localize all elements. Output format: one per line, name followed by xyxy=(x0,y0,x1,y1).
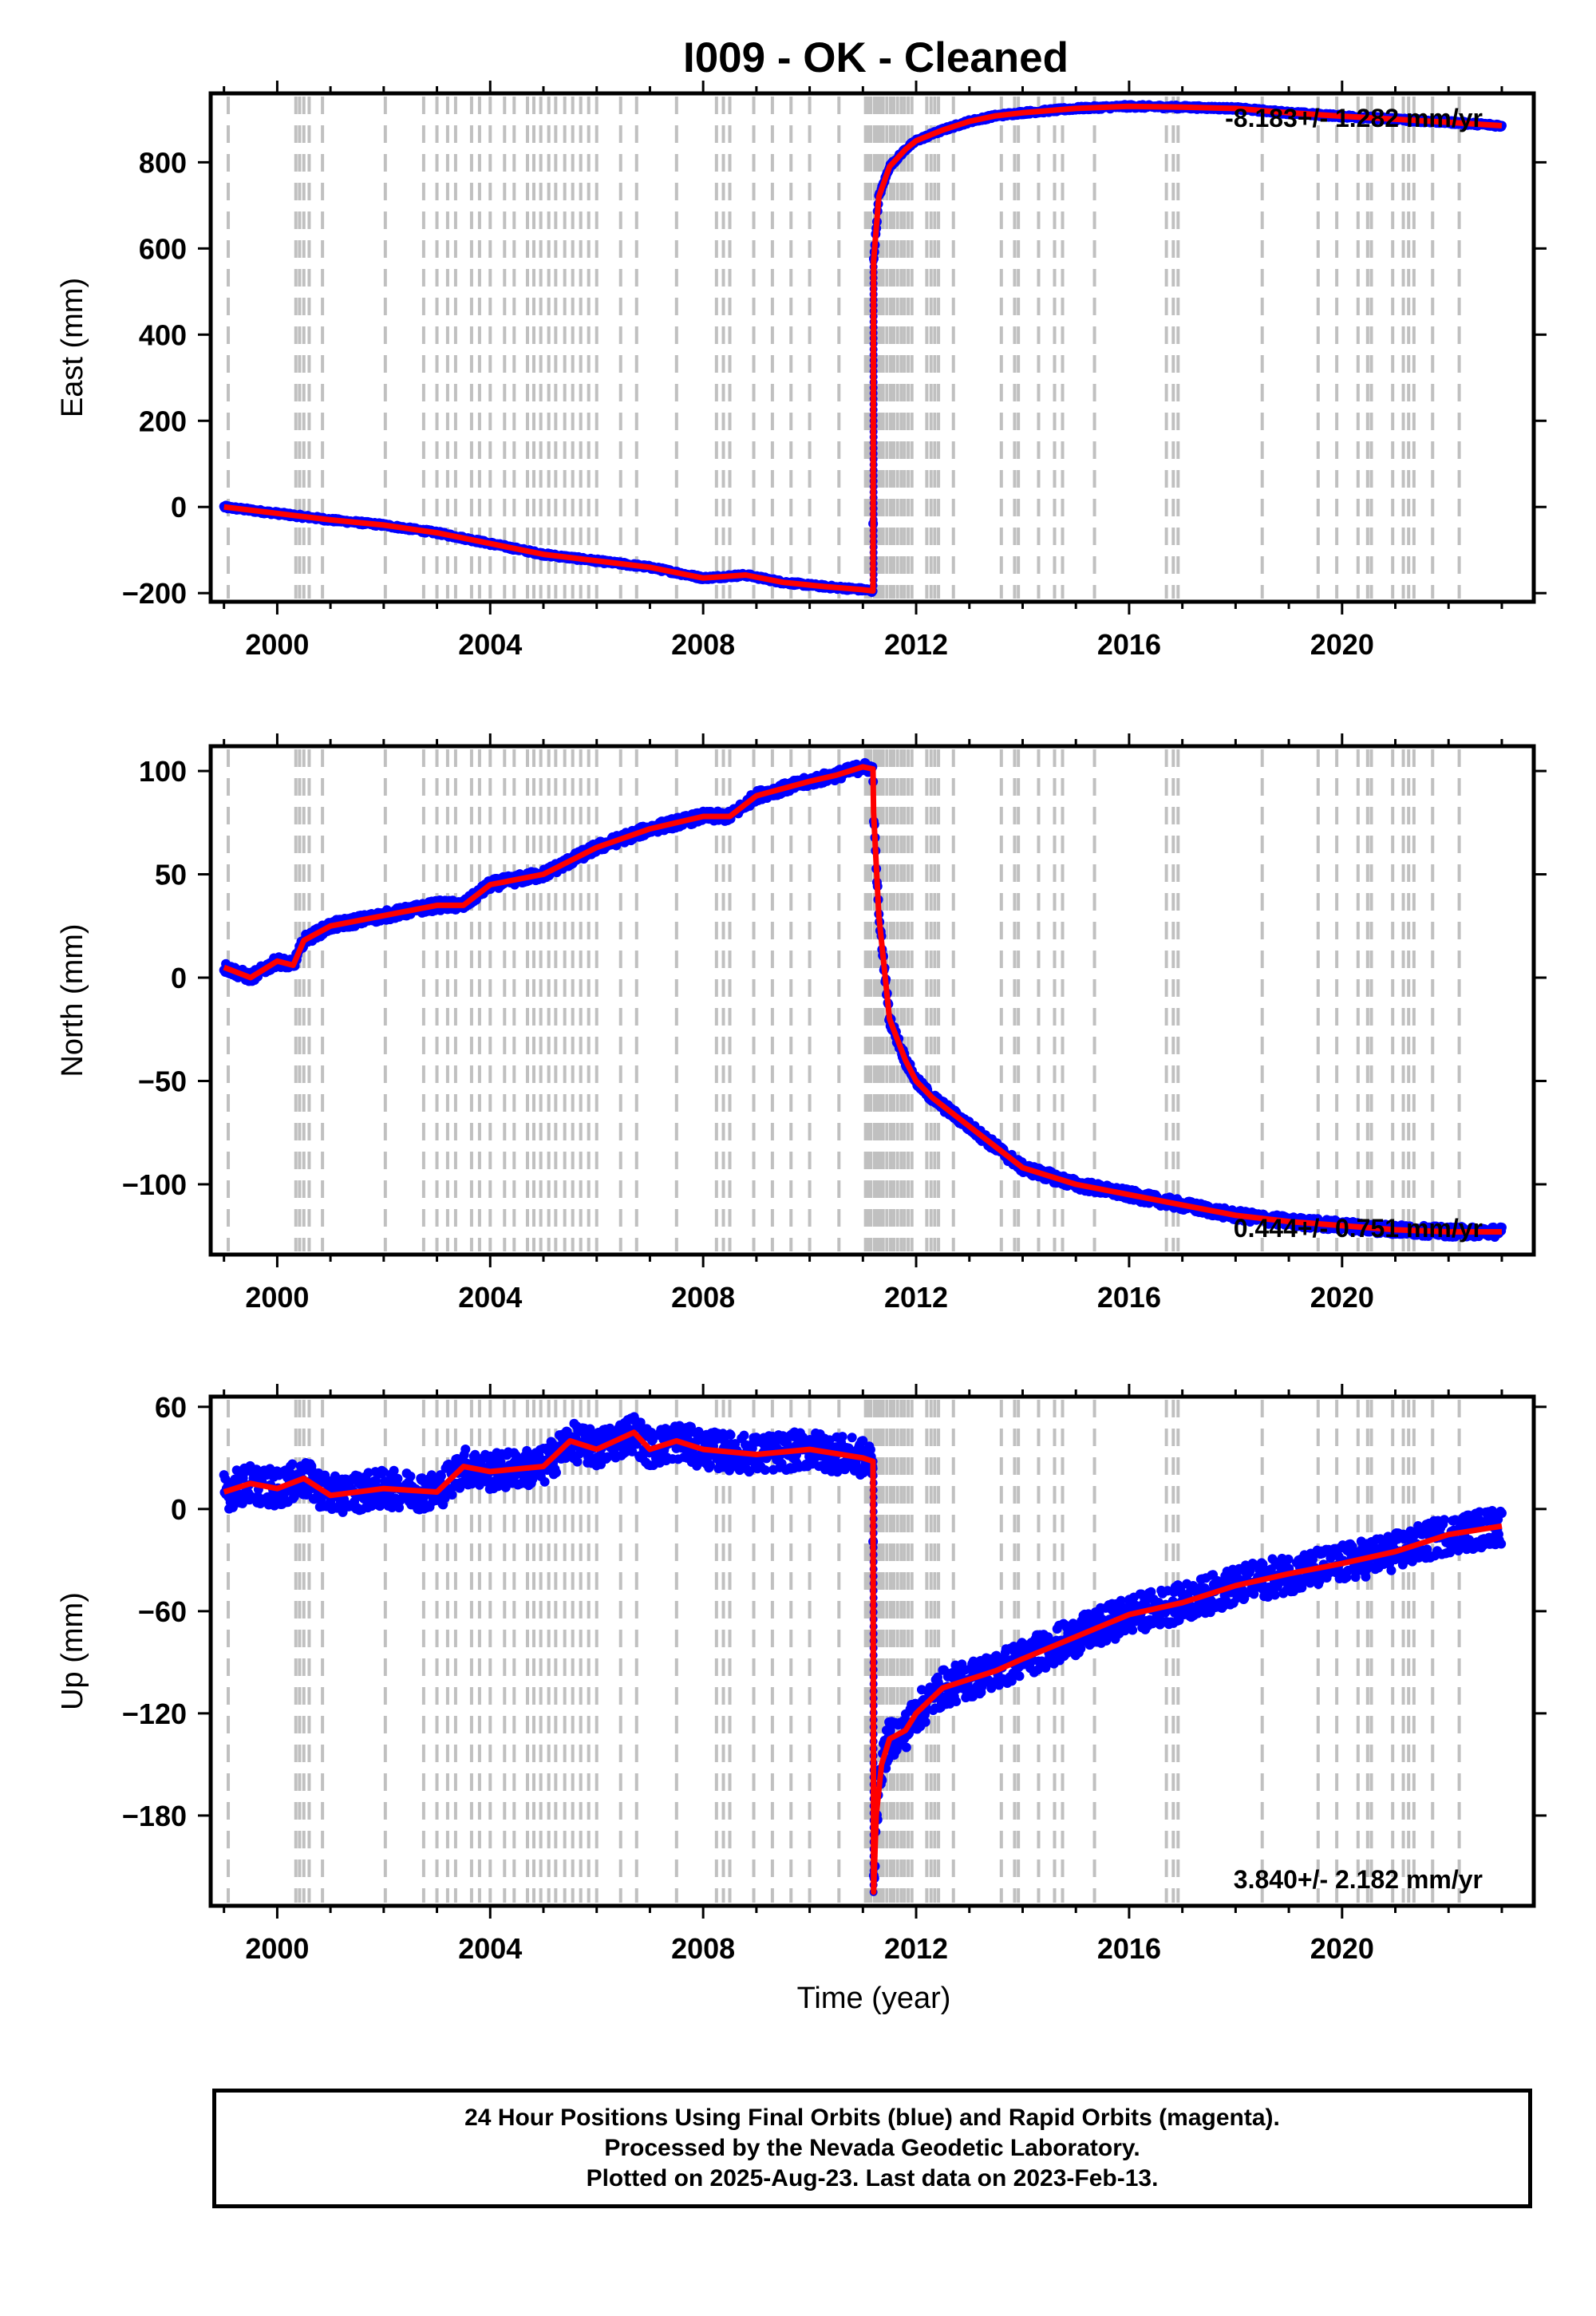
east-panel: 2000 2004 2008 2012 2016 2020 −200 0 200 400 600 80… xyxy=(56,81,1547,661)
x-tick-label: 2012 xyxy=(884,1281,948,1314)
north-y-axis: −100 −50 0 50 100 xyxy=(122,755,1547,1201)
x-tick-label: 2008 xyxy=(671,1281,735,1314)
y-tick-label: 100 xyxy=(139,755,187,788)
north-rate-label: 0.444+/- 0.751 mm/yr xyxy=(1234,1214,1483,1243)
x-tick-label: 2004 xyxy=(458,1281,522,1314)
y-tick-label: 800 xyxy=(139,146,187,179)
east-x-axis: 2000 2004 2008 2012 2016 2020 xyxy=(223,81,1503,661)
y-tick-label: 400 xyxy=(139,318,187,351)
observation-point xyxy=(539,1476,550,1487)
observation-point xyxy=(551,1468,562,1478)
x-tick-label: 2012 xyxy=(884,628,948,661)
observation-point xyxy=(405,1471,416,1481)
y-tick-label: 200 xyxy=(139,405,187,437)
east-rate-label: -8.183+/- 1.282 mm/yr xyxy=(1225,104,1483,132)
x-tick-label: 2000 xyxy=(245,1281,309,1314)
y-tick-label: 0 xyxy=(171,962,187,994)
east-y-axis: −200 0 200 400 600 800 xyxy=(122,146,1547,610)
up-observations xyxy=(219,1412,1507,1896)
observation-point xyxy=(393,1473,403,1484)
north-step-lines xyxy=(227,749,1461,1251)
east-model-line xyxy=(223,103,1503,594)
x-tick-label: 2000 xyxy=(245,628,309,661)
x-tick-label: 2020 xyxy=(1310,1281,1374,1314)
observation-point xyxy=(287,1459,298,1469)
chart-title: I009 - OK - Cleaned xyxy=(682,34,1069,81)
x-tick-label: 2016 xyxy=(1097,1281,1161,1314)
x-tick-label: 2020 xyxy=(1310,628,1374,661)
x-tick-label: 2008 xyxy=(671,628,735,661)
north-model-line xyxy=(223,764,1502,1235)
north-panel: 2000 2004 2008 2012 2016 2020 −100 −50 0 50 100 Nor… xyxy=(56,733,1547,1314)
y-tick-label: −100 xyxy=(122,1168,187,1201)
x-tick-label: 2004 xyxy=(458,628,522,661)
north-observations xyxy=(219,757,1507,1242)
north-y-axis-label: North (mm) xyxy=(56,923,89,1077)
east-y-axis-label: East (mm) xyxy=(56,278,89,417)
y-tick-label: 0 xyxy=(171,491,187,524)
observation-point xyxy=(447,1490,457,1500)
y-tick-label: −50 xyxy=(138,1065,187,1097)
up-panel: 2000 2004 2008 2012 2016 2020−180−120−60060Up… xyxy=(56,1384,1547,2015)
y-tick-label: 600 xyxy=(139,232,187,265)
east-step-lines xyxy=(227,97,1461,599)
y-tick-label: −200 xyxy=(122,577,187,610)
x-tick-label: 2016 xyxy=(1097,628,1161,661)
observation-point xyxy=(460,1445,471,1455)
y-tick-label: 50 xyxy=(155,859,187,891)
east-observations xyxy=(219,100,1507,598)
time-series-plots: 2000 2004 2008 2012 2016 2020 −200 0 200 400 600 80… xyxy=(56,81,1547,2015)
